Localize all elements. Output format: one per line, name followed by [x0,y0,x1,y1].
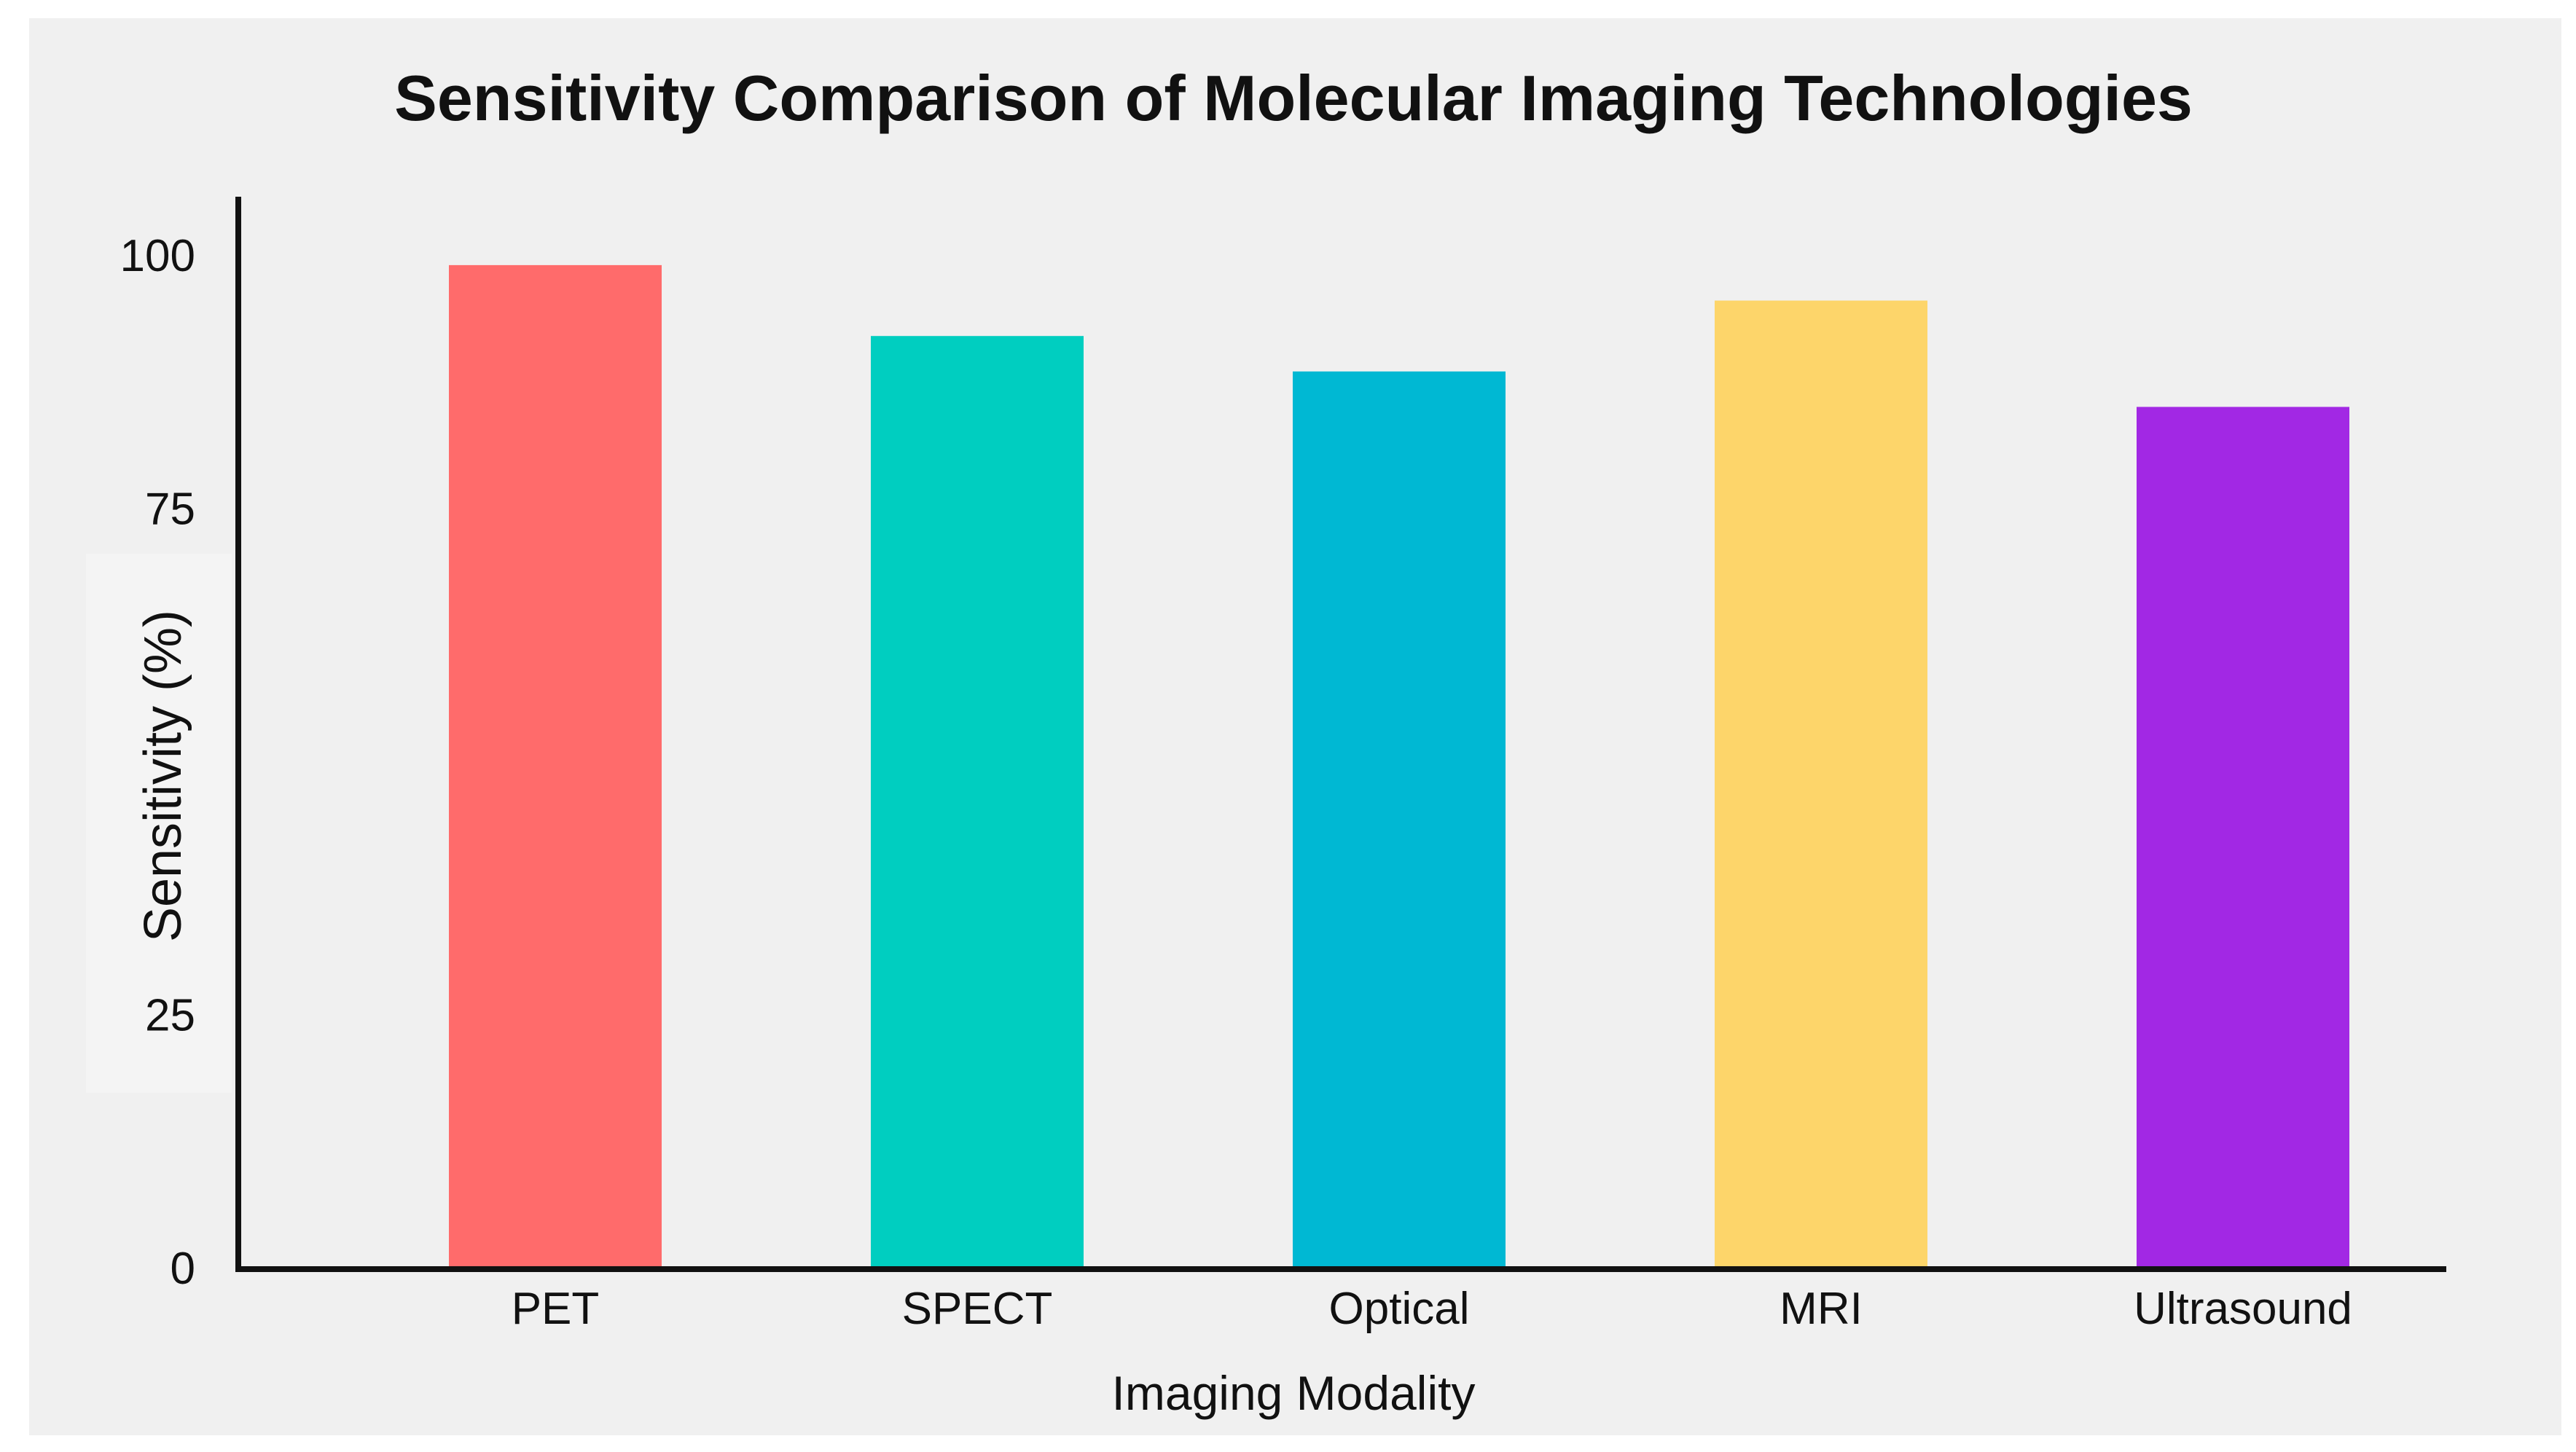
bar-optical [1293,371,1506,1268]
bar-pet [449,264,662,1268]
y-tick-label-75: 75 [145,484,195,535]
y-tick-labels: 0 25 75 100 [120,231,195,1294]
y-tick-label-0: 0 [171,1244,195,1294]
x-axis-label: Imaging Modality [1112,1366,1476,1420]
chart-title: Sensitivity Comparison of Molecular Imag… [394,62,2193,134]
x-tick-label-optical: Optical [1329,1284,1470,1334]
x-tick-labels: PET SPECT Optical MRI Ultrasound [512,1284,2352,1334]
x-tick-label-ultrasound: Ultrasound [2134,1284,2352,1334]
x-tick-label-spect: SPECT [902,1284,1053,1334]
bar-spect [871,336,1084,1268]
x-tick-label-mri: MRI [1780,1284,1863,1334]
bars [449,264,2349,1268]
bar-mri [1715,300,1927,1268]
y-axis-label: Sensitivity (%) [134,610,192,942]
x-tick-label-pet: PET [512,1284,600,1334]
y-tick-label-25: 25 [145,991,195,1041]
ylabel-backdrop [86,554,232,1093]
bar-ultrasound [2137,407,2349,1268]
y-tick-label-100: 100 [120,231,195,281]
